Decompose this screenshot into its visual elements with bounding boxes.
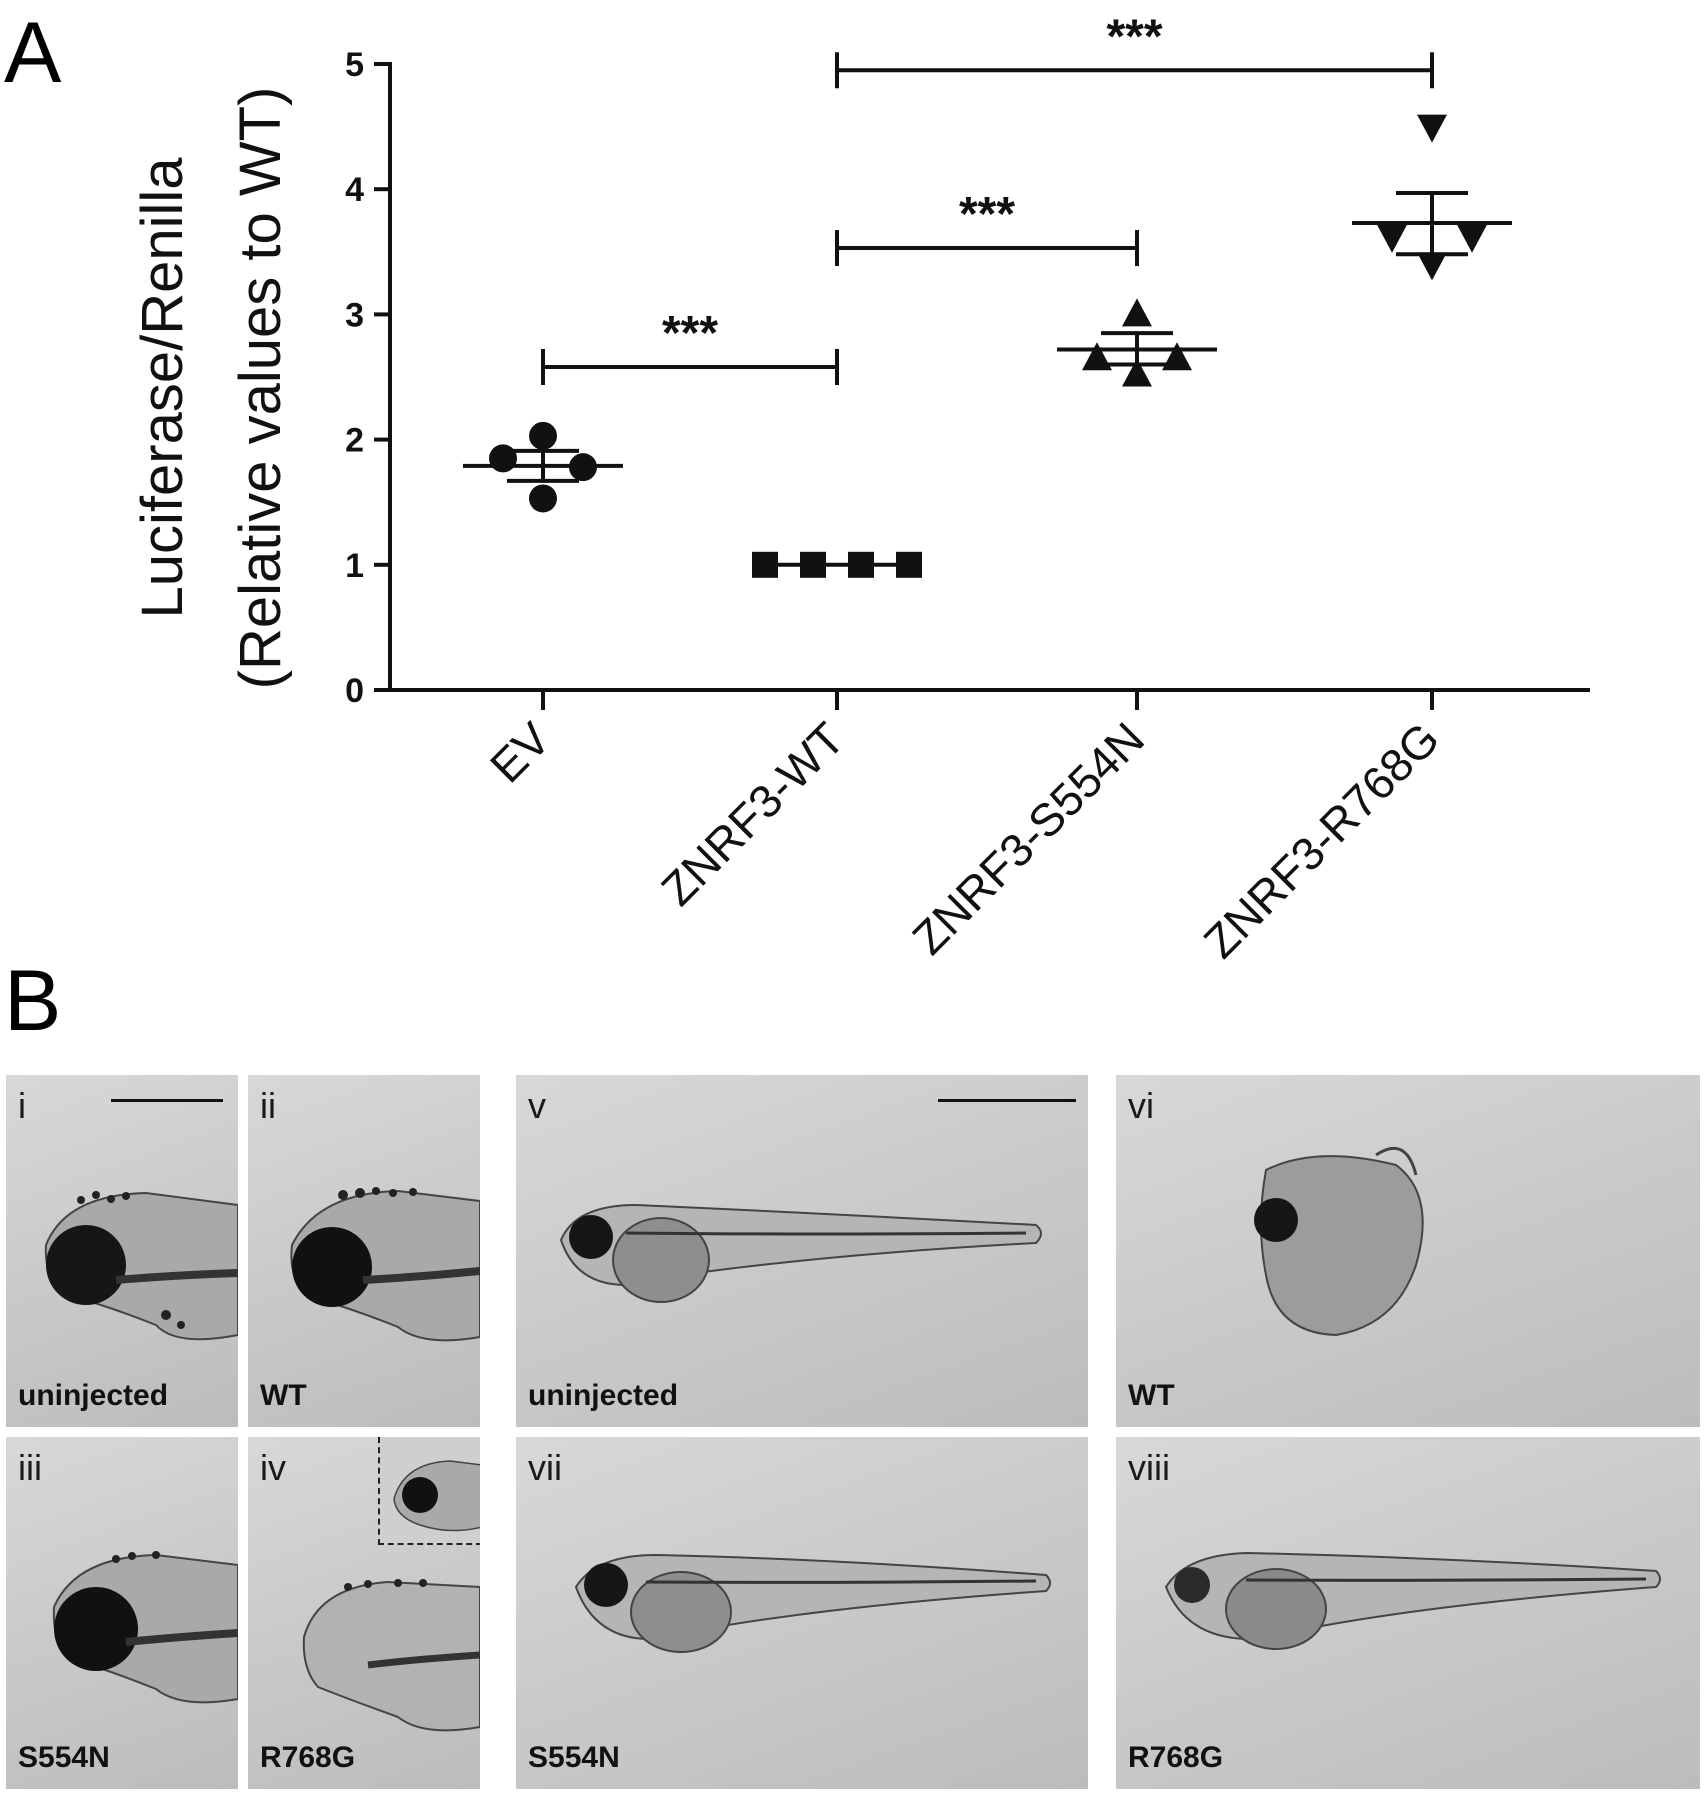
y-tick-label: 1 <box>345 547 364 585</box>
data-point-circle <box>529 484 557 513</box>
inset-image <box>378 1437 480 1545</box>
photo-index: ii <box>260 1085 276 1126</box>
embryo-head-drawing <box>52 1551 238 1704</box>
data-point-triangle-up <box>1122 298 1152 327</box>
photo-vi-wt-whole: vi WT <box>1116 1075 1700 1427</box>
photo-index: v <box>528 1085 546 1126</box>
photo-condition-label: R768G <box>260 1741 356 1774</box>
data-point-triangle-down <box>1377 224 1407 253</box>
embryo-head-drawing <box>44 1191 238 1341</box>
y-tick-label: 4 <box>345 171 364 209</box>
photo-ii-wt-closeup: ii WT <box>248 1075 480 1427</box>
scale-bar <box>938 1099 1076 1102</box>
embryo-whole-drawing <box>1254 1146 1424 1337</box>
photo-viii-r768g-whole: viii R768G <box>1116 1437 1700 1789</box>
y-tick-label: 0 <box>345 672 364 710</box>
data-point-triangle-down <box>1457 224 1487 253</box>
photo-condition-label: WT <box>1128 1379 1175 1412</box>
photo-condition-label: WT <box>260 1379 307 1412</box>
significance-label: *** <box>959 188 1015 241</box>
embryo-head-drawing <box>290 1187 480 1342</box>
y-tick-label: 3 <box>345 296 364 334</box>
photo-condition-label: S554N <box>18 1741 110 1774</box>
photo-index: viii <box>1128 1447 1170 1488</box>
photo-iv-r768g-closeup: iv R768G <box>248 1437 480 1789</box>
y-axis-label-line1: Luciferase/Renilla <box>130 157 195 619</box>
x-tick-label: ZNRF3-WT <box>651 712 854 915</box>
x-tick-label: EV <box>480 712 560 792</box>
data-point-triangle-up <box>1122 358 1152 387</box>
scale-bar <box>111 1099 223 1102</box>
photo-condition-label: uninjected <box>18 1379 169 1412</box>
data-point-triangle-down <box>1417 114 1447 143</box>
embryo-head-drawing <box>302 1579 480 1732</box>
x-tick-label: ZNRF3-S554N <box>902 712 1154 960</box>
x-tick-label: ZNRF3-R768G <box>1194 712 1449 960</box>
photo-index: iv <box>260 1447 286 1488</box>
inset-embryo-drawing <box>393 1460 480 1532</box>
y-tick-label: 2 <box>345 422 364 460</box>
data-point-circle <box>489 444 517 473</box>
data-point-triangle-down <box>1417 252 1447 281</box>
photo-iii-s554n-closeup: iii S554N <box>6 1437 238 1789</box>
photo-index: vii <box>528 1447 562 1488</box>
photo-index: i <box>18 1085 26 1126</box>
embryo-whole-drawing <box>574 1553 1051 1653</box>
photo-vii-s554n-whole: vii S554N <box>516 1437 1088 1789</box>
dot-plot-chart: 0 1 2 3 4 5 Luciferase/Renilla (Relative values… <box>130 10 1590 960</box>
photo-index: iii <box>18 1447 42 1488</box>
photo-v-uninjected-whole: v uninjected <box>516 1075 1088 1427</box>
embryo-whole-drawing <box>1164 1551 1661 1650</box>
panel-a-letter: A <box>4 5 62 101</box>
photo-condition-label: S554N <box>528 1741 620 1774</box>
y-axis-label-line2: (Relative values to WT) <box>228 87 293 690</box>
significance-label: *** <box>1106 10 1162 63</box>
data-point-circle <box>529 421 557 450</box>
photo-condition-label: uninjected <box>528 1379 679 1412</box>
y-tick-label: 5 <box>345 46 364 84</box>
photo-condition-label: R768G <box>1128 1741 1224 1774</box>
photo-index: vi <box>1128 1085 1154 1126</box>
panel-b-letter: B <box>4 953 62 1049</box>
photo-i-uninjected-closeup: i uninjected <box>6 1075 238 1427</box>
embryo-whole-drawing <box>559 1203 1042 1303</box>
significance-label: *** <box>662 307 718 360</box>
